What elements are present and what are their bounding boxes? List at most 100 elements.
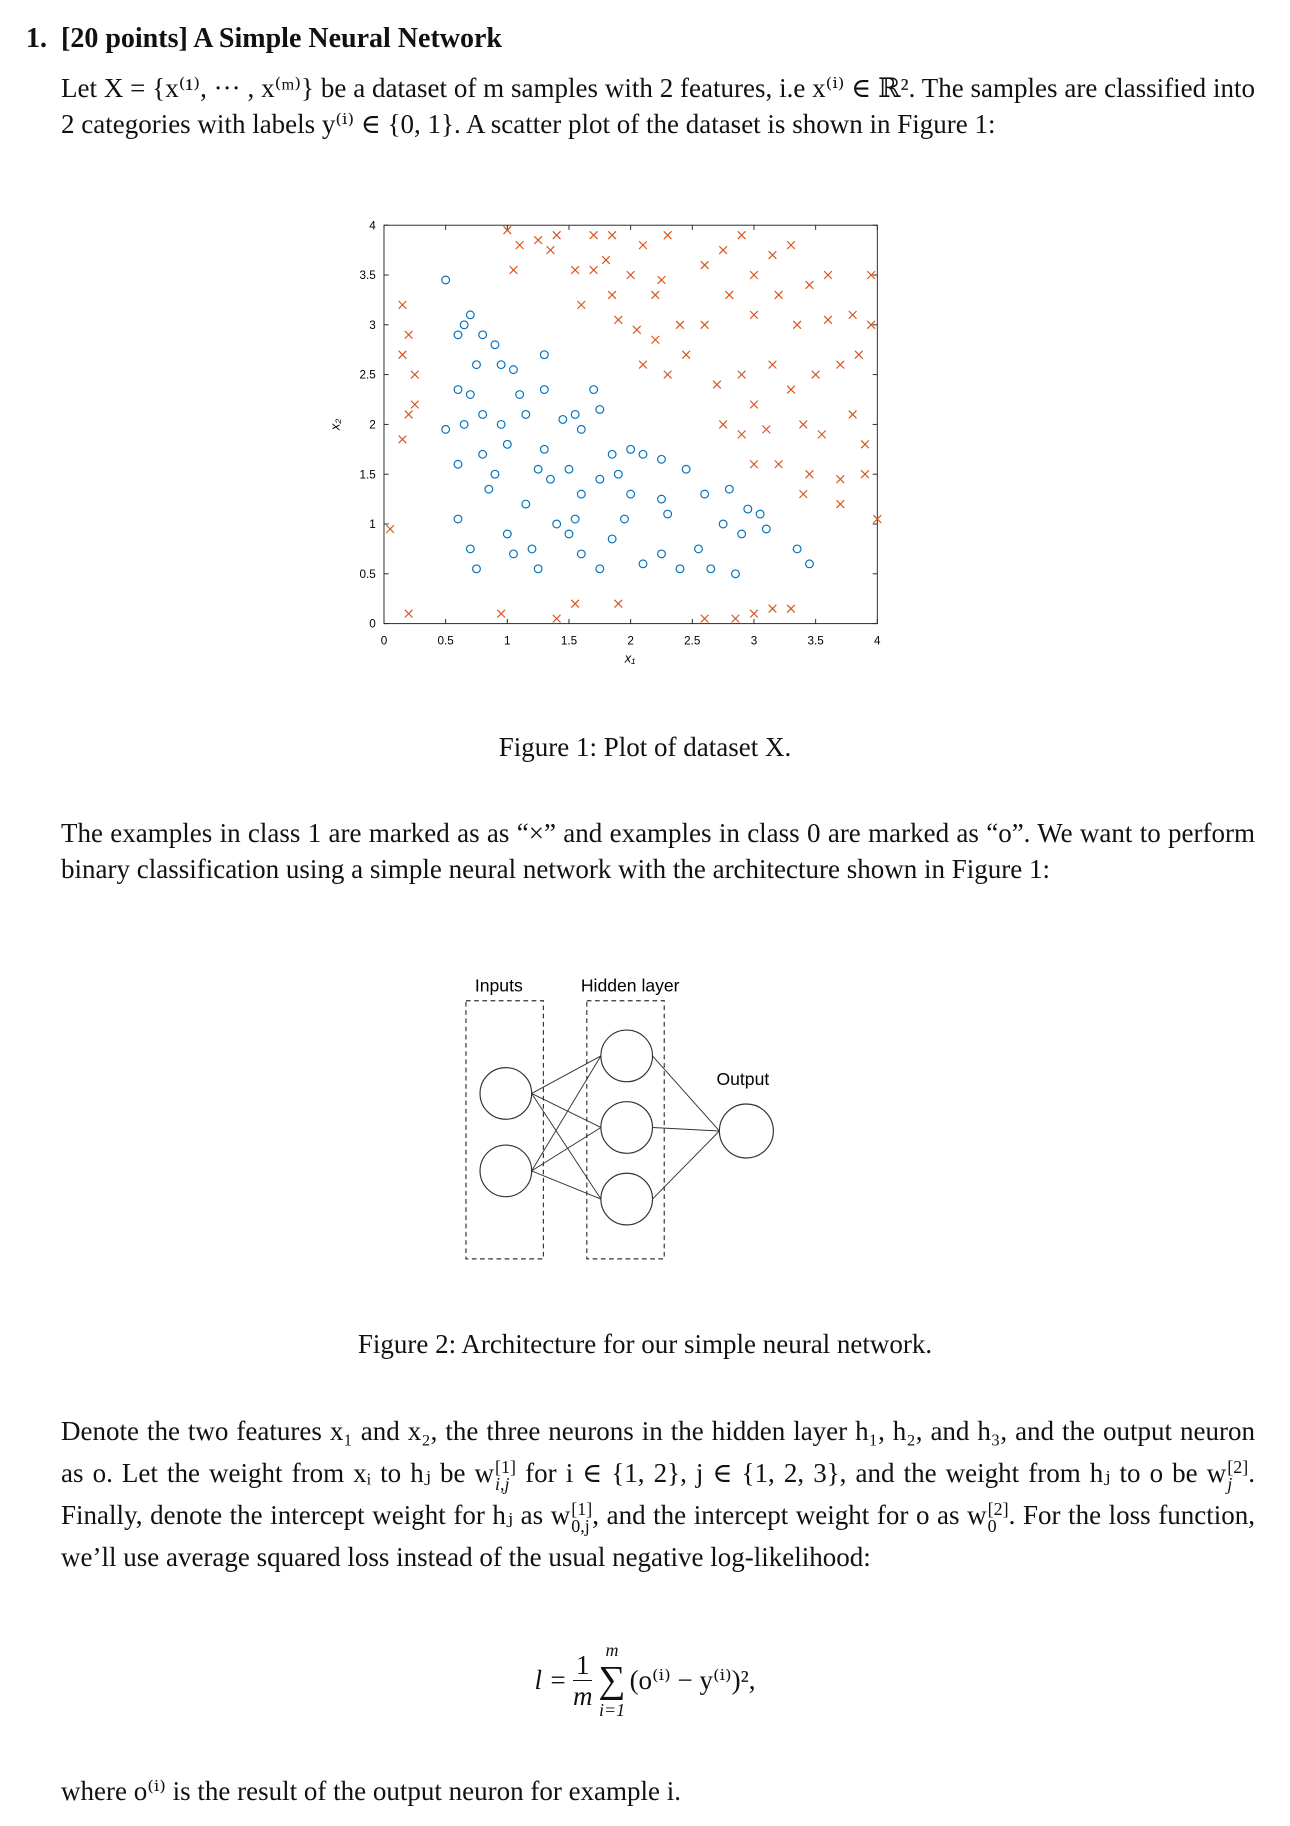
text: Denote the two features x₁ and x₂, the t… [61, 1416, 1255, 1488]
point [496, 360, 506, 370]
cross-stroke [546, 245, 555, 255]
point [564, 464, 574, 474]
point [817, 430, 827, 439]
point [478, 330, 488, 340]
closing-line: where o⁽ⁱ⁾ is the result of the output n… [61, 1776, 682, 1806]
network-diagram: Inputs Hidden layer Output [465, 975, 774, 1260]
point [453, 330, 463, 340]
point [496, 419, 506, 429]
point [823, 270, 833, 280]
point [589, 385, 599, 394]
point [472, 360, 481, 370]
point [570, 599, 580, 608]
cross-stroke [768, 250, 777, 260]
subscript: 0,j [571, 1515, 590, 1536]
point [577, 300, 586, 310]
point [478, 449, 488, 459]
cross-stroke [700, 320, 709, 330]
point [663, 509, 673, 519]
paragraph-2: The examples in class 1 are marked as as… [61, 818, 1255, 884]
hidden-box [586, 1000, 665, 1260]
point [490, 340, 500, 350]
point [546, 245, 555, 255]
cross-stroke [398, 350, 407, 359]
point [601, 255, 611, 265]
point [570, 265, 580, 275]
cross-stroke [866, 270, 876, 280]
point [552, 614, 561, 623]
point [860, 469, 870, 479]
point [860, 440, 870, 449]
point [823, 315, 833, 325]
cross-stroke [805, 280, 814, 290]
cross-stroke [836, 474, 845, 484]
x-tick-label: 0 [381, 635, 388, 648]
point [509, 549, 518, 559]
point [700, 260, 709, 270]
point [786, 385, 796, 394]
cross-stroke [718, 420, 728, 429]
point [836, 474, 845, 484]
point [607, 534, 617, 544]
y-axis-label: x₂ [327, 419, 342, 431]
point [614, 599, 623, 608]
x-tick-label: 2 [627, 635, 634, 648]
subscript: i,j [495, 1473, 510, 1494]
point [614, 315, 623, 325]
point [632, 325, 642, 335]
cross-stroke [749, 310, 759, 320]
cross-stroke [626, 270, 635, 280]
point [724, 484, 734, 494]
point [385, 524, 395, 534]
point [749, 459, 759, 469]
subscript: 0 [987, 1515, 997, 1536]
point [768, 250, 777, 260]
point [404, 609, 413, 618]
point [576, 489, 586, 499]
cross-stroke [768, 360, 777, 369]
cross-stroke [749, 609, 759, 618]
point [866, 270, 876, 280]
point [638, 360, 648, 369]
point [527, 544, 537, 554]
point [718, 519, 728, 529]
point [657, 454, 666, 464]
cross-stroke [496, 609, 506, 618]
point [675, 564, 685, 574]
superscript: [2] [987, 1498, 1009, 1519]
cross-stroke [774, 459, 783, 469]
x-tick-label: 4 [874, 635, 881, 648]
cross-stroke [398, 435, 407, 444]
summation: m ∑ i=1 [598, 1640, 625, 1720]
subscript: j [1227, 1473, 1233, 1494]
point [749, 270, 759, 280]
cross-stroke [601, 255, 611, 265]
output-label: Output [716, 1069, 769, 1089]
point [725, 290, 734, 300]
point [576, 549, 586, 559]
point [681, 350, 691, 359]
x-tick-label: 1 [504, 635, 511, 648]
sum-lower: i=1 [598, 1700, 626, 1720]
point [515, 240, 524, 250]
point [792, 320, 802, 330]
cross-stroke [762, 425, 771, 434]
point [404, 410, 413, 419]
point [564, 529, 574, 539]
point [626, 444, 636, 454]
hidden-neuron [600, 1101, 654, 1154]
cross-stroke [533, 235, 543, 245]
x-tick-label: 3.5 [808, 635, 825, 648]
cross-stroke [873, 514, 882, 524]
point [700, 489, 710, 499]
intro-paragraph: Let X = {x⁽¹⁾, ··· , x⁽ᵐ⁾} be a dataset … [61, 73, 1255, 139]
point [607, 449, 617, 459]
connections [531, 1055, 720, 1200]
cross-stroke [823, 270, 833, 280]
point [533, 235, 543, 245]
y-tick-label: 1.5 [360, 468, 377, 481]
cross-stroke [404, 410, 413, 419]
cross-stroke [811, 370, 820, 379]
point [866, 320, 876, 330]
